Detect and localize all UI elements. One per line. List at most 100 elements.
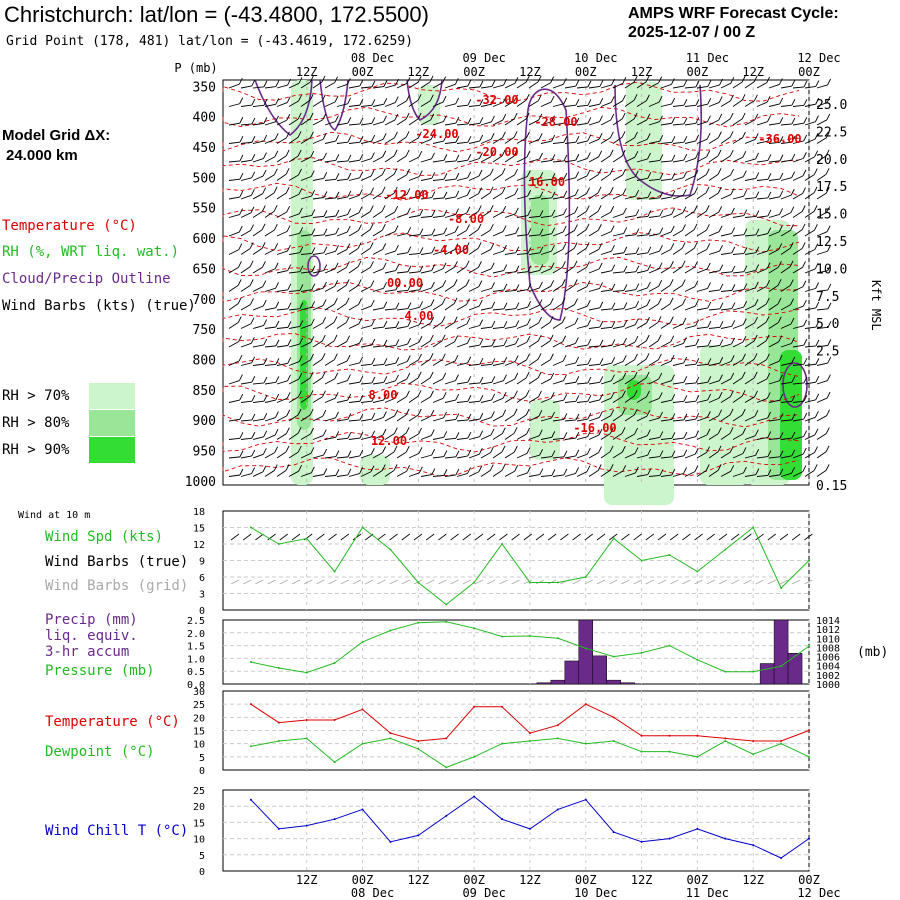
- wind-barb-staff: [684, 267, 695, 274]
- wind-barb: [516, 247, 532, 255]
- wind-barb-staff: [708, 155, 719, 163]
- wind-barb-flag: [322, 409, 327, 417]
- bottom-day-label-0: 08 Dec: [351, 886, 394, 900]
- wind-barb: [312, 172, 328, 181]
- wind-barb-flag: [659, 411, 663, 419]
- wind-barb: [480, 301, 496, 311]
- wind-barb-staff: [648, 233, 660, 237]
- wind-barb: [384, 427, 398, 440]
- dewpoint-line-point: [333, 761, 336, 764]
- wind-speed-line-point: [361, 526, 364, 529]
- wind-barb: [732, 112, 746, 126]
- wind-barb-staff: [240, 342, 252, 348]
- wind-barb-staff: [816, 270, 828, 274]
- wind-barb-staff: [696, 229, 707, 237]
- wind-barb-staff: [444, 141, 456, 144]
- wind-barb: [540, 411, 555, 422]
- temperature-line-point: [808, 729, 810, 732]
- wind-barb-flag: [395, 264, 400, 271]
- wind-barb-staff: [636, 81, 647, 89]
- wind-barb-flag: [717, 168, 722, 175]
- wind-barb-staff: [384, 380, 396, 385]
- windchill-panel-ytick-1: 5: [199, 851, 205, 862]
- wind-barb-flag: [743, 209, 748, 216]
- wind-barb: [312, 448, 328, 459]
- wind-barb-flag: [299, 337, 304, 345]
- wind-barb: [816, 356, 832, 366]
- wind-barb-staff: [360, 104, 372, 107]
- wind-barb: [516, 131, 530, 144]
- wind-barb: [564, 467, 579, 477]
- wind-barb: [816, 113, 831, 126]
- wind-barb-flag: [370, 280, 375, 287]
- bottom-day-label-4: 12 Dec: [797, 886, 840, 900]
- wind-barb: [372, 262, 387, 274]
- wind-barb-staff: [420, 474, 432, 477]
- wind-barb: [324, 450, 340, 459]
- wind-barb-flag: [741, 112, 746, 120]
- wind-barb-flag: [562, 225, 567, 233]
- wind-barb-flag: [802, 447, 807, 455]
- wind-barb-flag: [394, 96, 399, 103]
- wind-barb-staff: [660, 456, 672, 459]
- surface-grid-barb: [572, 579, 581, 585]
- wind-barb-flag: [729, 408, 734, 416]
- wind-barb: [348, 171, 364, 181]
- wind-barb: [264, 376, 280, 385]
- wind-barb: [492, 339, 508, 348]
- wind-barb: [420, 448, 436, 459]
- wind-barb: [636, 371, 650, 385]
- wind-barb-flag: [239, 413, 244, 420]
- wind-barb-staff: [768, 380, 780, 385]
- wind-barb: [780, 188, 795, 200]
- wind-barb-staff: [672, 85, 684, 89]
- wind-barb-flag: [562, 78, 567, 85]
- wind-barb-staff: [816, 192, 827, 200]
- wind-barb-flag: [647, 172, 652, 179]
- wind-barb-staff: [252, 453, 264, 459]
- wind-barb-flag: [491, 339, 496, 347]
- wind-barb-staff: [660, 178, 672, 181]
- wind-barb-flag: [803, 134, 808, 142]
- wind-barb: [600, 244, 615, 255]
- wind-barb: [732, 371, 746, 385]
- wind-barb-staff: [756, 417, 768, 422]
- wind-barb: [804, 301, 820, 311]
- wind-barb-flag: [741, 390, 746, 397]
- wind-barb-staff: [744, 252, 756, 255]
- wind-barb-flag: [237, 279, 242, 286]
- wind-barb-flag: [455, 450, 460, 458]
- wind-barb-staff: [324, 233, 336, 237]
- wind-barb: [408, 94, 422, 107]
- wind-barb: [564, 317, 579, 329]
- wind-barb: [708, 131, 722, 144]
- wind-barb: [276, 283, 292, 292]
- surface-grid-barb: [279, 579, 288, 585]
- wind-barb-flag: [539, 246, 544, 253]
- wind-barb-staff: [648, 121, 660, 126]
- wind-barb: [324, 115, 339, 126]
- wind-barb-staff: [636, 435, 648, 440]
- wind-barb: [492, 464, 506, 477]
- wind-barb-staff: [396, 82, 408, 89]
- wind-barb-flag: [730, 188, 735, 195]
- wind-barb-staff: [504, 252, 516, 255]
- wind-barb: [372, 98, 388, 107]
- wind-barb-staff: [804, 381, 816, 385]
- wind-barb-flag: [646, 316, 650, 324]
- surface-grid-barb: [755, 579, 764, 585]
- model-grid-value: 24.000 km: [6, 147, 78, 164]
- wind-barb-flag: [454, 225, 459, 233]
- wind-barb-staff: [780, 212, 792, 218]
- surface-wind-barb: [291, 533, 301, 541]
- wind-barb-flag: [431, 448, 436, 456]
- wind-barb-staff: [792, 471, 804, 477]
- wind-barb-staff: [768, 196, 780, 200]
- wind-barb-flag: [743, 466, 747, 474]
- pressure-ytick-5: 1010: [816, 634, 840, 645]
- wind-barb: [768, 190, 784, 200]
- wind-barb-flag: [563, 208, 567, 215]
- wind-barb-flag: [455, 190, 460, 198]
- wind-barb-staff: [600, 344, 612, 348]
- wind-barb-flag: [634, 335, 639, 343]
